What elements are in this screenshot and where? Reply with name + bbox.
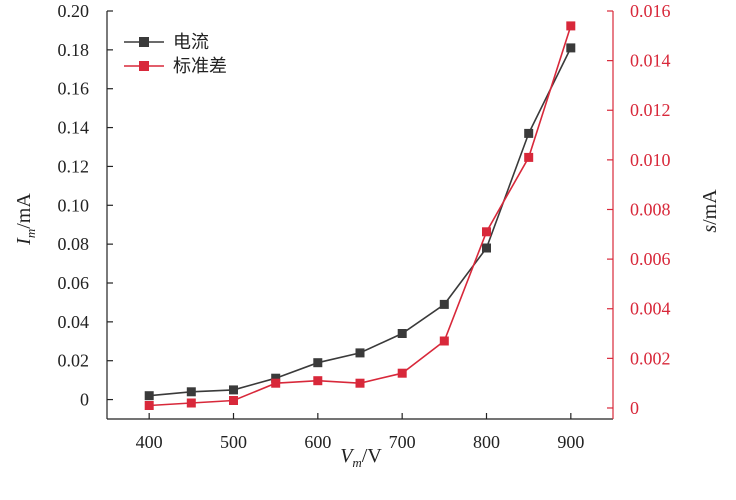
y-left-tick-label: 0.06	[58, 273, 90, 293]
x-axis-title: Vm/V	[340, 445, 382, 470]
y-axis-left-title: Im/mA	[13, 193, 38, 246]
y-axis-right-title-unit: /mA	[699, 189, 721, 225]
series-layer	[144, 21, 576, 410]
data-point-std	[355, 378, 365, 388]
y-right-tick-label: 0.012	[630, 100, 671, 120]
x-axis-title-unit: /V	[362, 445, 383, 467]
y-right-tick-label: 0.002	[630, 348, 671, 368]
legend-item-std: 标准差	[124, 56, 227, 77]
data-point-current	[524, 128, 534, 138]
y-left-tick-label: 0.14	[58, 118, 90, 138]
data-point-std	[144, 401, 154, 410]
data-point-std	[186, 398, 196, 408]
x-tick-label: 400	[136, 432, 163, 452]
y-left-tick-label: 0.20	[58, 1, 90, 21]
data-point-current	[397, 329, 407, 338]
y-left-tick-label: 0	[80, 390, 89, 410]
data-point-std	[271, 378, 281, 388]
data-point-current	[439, 299, 449, 309]
data-point-current	[566, 43, 576, 53]
legend-std-marker	[139, 61, 149, 71]
legend: 电流 标准差	[124, 32, 227, 77]
data-point-std	[482, 227, 491, 237]
y-left-tick-label: 0.18	[58, 40, 90, 60]
y-left-tick-label: 0.08	[58, 234, 90, 254]
data-point-std	[566, 21, 576, 31]
axes-group	[106, 11, 614, 420]
data-point-current	[144, 391, 154, 401]
y-axis-left-title-main: I	[13, 237, 35, 246]
y-right-tick-label: 0.014	[630, 51, 671, 71]
y-right-tick-label: 0.016	[630, 1, 671, 21]
legend-current-label: 电流	[173, 32, 209, 53]
x-tick-label: 800	[473, 432, 500, 452]
data-point-current	[482, 243, 491, 253]
y-left-tick-label: 0.10	[58, 195, 90, 215]
legend-current-marker	[139, 37, 149, 47]
legend-item-current: 电流	[124, 32, 209, 53]
y-axis-right-title-main: s	[699, 225, 721, 233]
y-left-tick-label: 0.16	[58, 79, 90, 99]
x-tick-label: 900	[557, 432, 584, 452]
y-axis-left-title-unit: /mA	[13, 193, 35, 229]
x-axis-title-sub: m	[352, 455, 361, 470]
data-point-current	[313, 358, 323, 368]
y-left-tick-label: 0.02	[58, 351, 90, 371]
legend-std-label: 标准差	[173, 56, 227, 77]
y-right-tick-label: 0.008	[630, 199, 671, 219]
data-point-std	[229, 396, 238, 405]
data-point-current	[229, 385, 238, 395]
data-point-current	[186, 387, 196, 397]
data-point-std	[313, 376, 323, 386]
y-axis-right-title: s/mA	[699, 189, 721, 233]
y-right-tick-label: 0	[630, 398, 639, 418]
y-left-tick-label: 0.12	[58, 156, 90, 176]
x-axis-title-main: V	[340, 445, 355, 467]
y-right-tick-label: 0.004	[630, 299, 671, 319]
y-left-tick-label: 0.04	[58, 312, 90, 332]
x-tick-label: 500	[220, 432, 247, 452]
y-right-tick-label: 0.010	[630, 150, 671, 170]
data-point-std	[397, 368, 407, 378]
data-point-current	[355, 348, 365, 358]
data-point-std	[524, 152, 534, 162]
x-tick-label: 700	[389, 432, 416, 452]
x-tick-label: 600	[304, 432, 331, 452]
data-point-current	[271, 373, 281, 383]
data-point-std	[439, 336, 449, 346]
y-axis-left-title-sub: m	[23, 229, 38, 238]
ticks-group: 400 500 600 700 800 900 0 0.02 0.04 0.06 0.08 0.10 0…	[58, 1, 671, 452]
series-line-current	[149, 47, 572, 397]
y-right-tick-label: 0.006	[630, 249, 671, 269]
